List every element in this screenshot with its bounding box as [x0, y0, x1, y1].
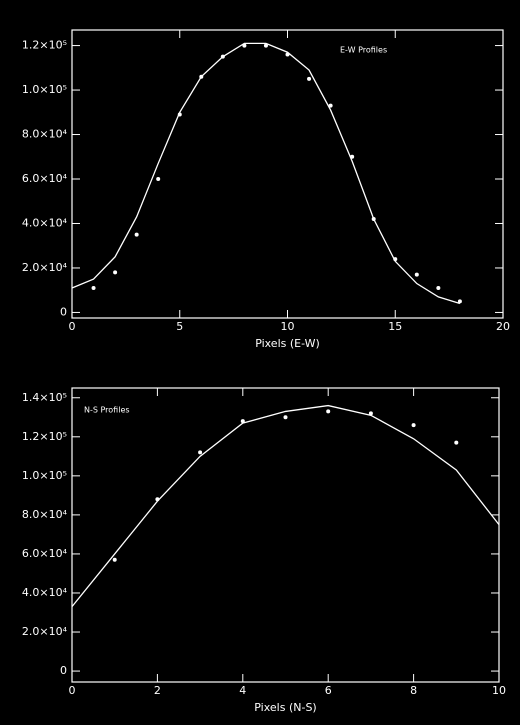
- y-tick-label: 2.0×10⁴: [22, 625, 68, 638]
- fit-line: [71, 404, 500, 608]
- annotation: N-S Profiles: [84, 406, 130, 415]
- data-point: [454, 440, 459, 445]
- fit-line: [71, 42, 461, 305]
- data-point: [156, 177, 161, 182]
- data-point: [411, 423, 416, 428]
- y-tick-label: 0: [60, 664, 67, 677]
- x-tick-label: 10: [281, 320, 295, 333]
- x-axis-label: Pixels (N-S): [254, 701, 316, 714]
- x-tick-label: 0: [69, 320, 76, 333]
- y-tick-label: 1.0×10⁵: [22, 83, 67, 96]
- data-point: [436, 285, 441, 290]
- data-point: [457, 299, 462, 304]
- x-tick-label: 0: [69, 684, 76, 697]
- data-point: [113, 270, 118, 275]
- x-tick-label: 8: [410, 684, 417, 697]
- y-tick-label: 4.0×10⁴: [22, 216, 68, 229]
- y-tick-label: 4.0×10⁴: [22, 586, 68, 599]
- x-tick-label: 4: [239, 684, 246, 697]
- data-point: [368, 411, 373, 416]
- data-point: [240, 419, 245, 424]
- data-point: [134, 232, 139, 237]
- data-point: [198, 450, 203, 455]
- x-tick-label: 20: [496, 320, 510, 333]
- x-tick-label: 10: [492, 684, 506, 697]
- data-point: [91, 285, 96, 290]
- y-tick-label: 6.0×10⁴: [22, 547, 68, 560]
- y-tick-label: 6.0×10⁴: [22, 172, 68, 185]
- data-point: [307, 76, 312, 81]
- data-point: [112, 557, 117, 562]
- y-tick-label: 8.0×10⁴: [22, 508, 68, 521]
- data-point: [328, 103, 333, 108]
- x-tick-label: 2: [154, 684, 161, 697]
- x-axis-label: Pixels (E-W): [255, 337, 320, 350]
- x-tick-label: 5: [176, 320, 183, 333]
- y-tick-label: 1.2×10⁵: [22, 39, 67, 52]
- y-tick-label: 1.2×10⁵: [22, 430, 67, 443]
- annotation: E-W Profiles: [340, 46, 387, 55]
- y-tick-label: 2.0×10⁴: [22, 261, 68, 274]
- x-tick-label: 15: [388, 320, 402, 333]
- data-point: [414, 272, 419, 277]
- y-tick-label: 1.0×10⁵: [22, 469, 67, 482]
- plot-frame: [71, 387, 500, 683]
- y-tick-label: 0: [60, 305, 67, 318]
- data-point: [326, 409, 331, 414]
- data-point: [263, 43, 268, 48]
- y-tick-label: 1.4×10⁵: [22, 391, 67, 404]
- y-tick-label: 8.0×10⁴: [22, 128, 68, 141]
- data-point: [283, 415, 288, 420]
- x-tick-label: 6: [325, 684, 332, 697]
